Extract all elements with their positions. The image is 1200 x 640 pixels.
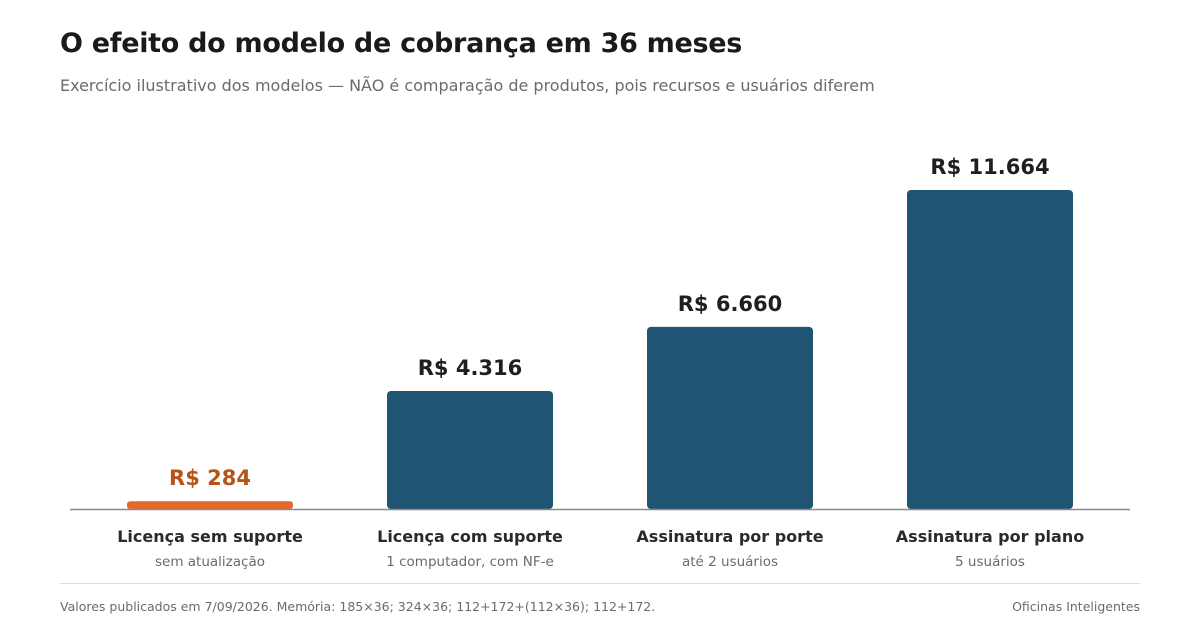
value-label-1: R$ 284	[169, 466, 251, 490]
footnote: Valores publicados em 7/09/2026. Memória…	[60, 599, 656, 614]
value-label-3: R$ 6.660	[678, 292, 783, 316]
category-label-4: Assinatura por plano	[896, 527, 1084, 546]
bar-3	[647, 326, 813, 509]
category-sublabel-3: até 2 usuários	[682, 554, 778, 570]
brand-name: Oficinas Inteligentes	[1012, 599, 1140, 614]
category-label-1: Licença sem suporte	[117, 527, 303, 546]
category-label-3: Assinatura por porte	[636, 527, 823, 546]
category-sublabel-1: sem atualização	[155, 554, 265, 570]
category-sublabel-2: 1 computador, com NF-e	[386, 554, 554, 570]
chart-title: O efeito do modelo de cobrança em 36 mes…	[60, 28, 743, 59]
value-label-2: R$ 4.316	[418, 356, 523, 380]
bar-1	[127, 501, 293, 509]
bar-2	[387, 390, 553, 509]
category-sublabel-4: 5 usuários	[955, 554, 1025, 570]
bar-4	[907, 190, 1073, 509]
bar-chart: R$ 284 Licença sem suporte sem atualização…	[70, 155, 1130, 570]
chart-subtitle: Exercício ilustrativo dos modelos — NÃO …	[60, 76, 875, 95]
category-label-2: Licença com suporte	[377, 527, 563, 546]
footer-divider	[60, 583, 1140, 584]
value-label-4: R$ 11.664	[930, 155, 1049, 179]
